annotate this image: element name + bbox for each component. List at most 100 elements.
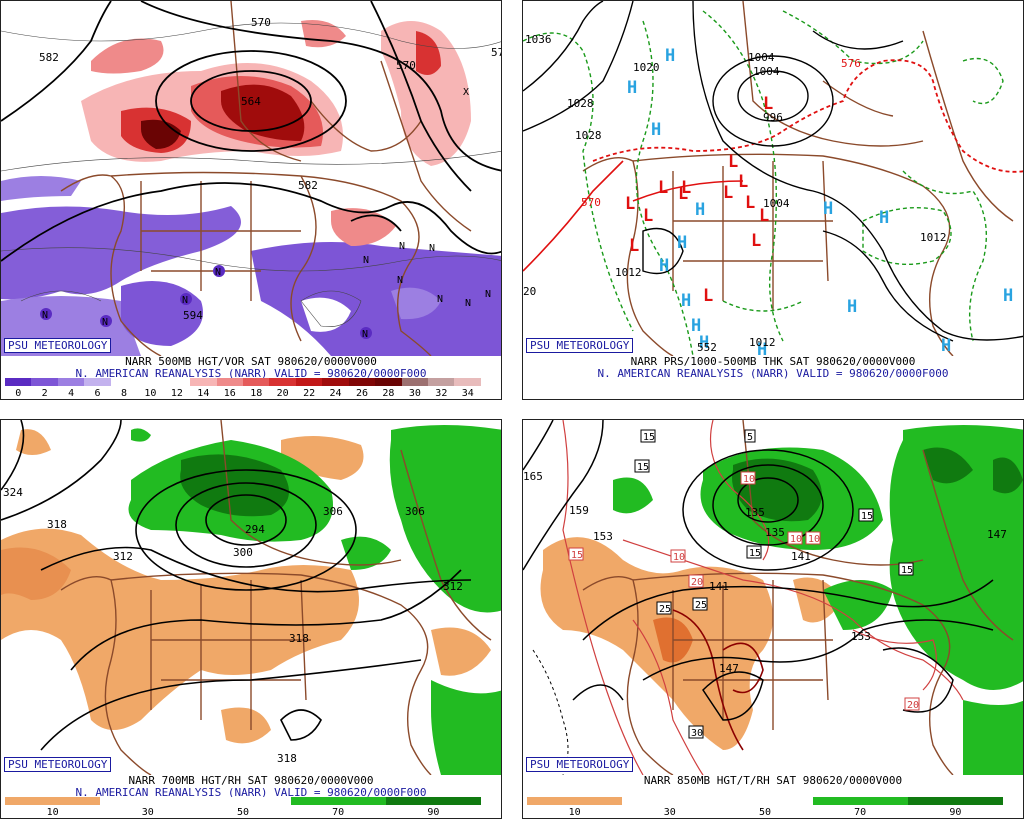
map-subtitle: N. AMERICAN REANALYSIS (NARR) VALID = 98… bbox=[597, 367, 949, 380]
map-title: NARR 700MB HGT/RH SAT 980620/0000V000 bbox=[128, 774, 374, 787]
contour-label: 582 bbox=[39, 51, 59, 64]
panel-850mb-temp-rh: 15 15 5 10 10 10 10 15 15 15 2 bbox=[522, 419, 1024, 819]
svg-text:L: L bbox=[751, 231, 761, 251]
svg-text:N: N bbox=[363, 255, 369, 266]
svg-text:H: H bbox=[699, 333, 709, 353]
isobar-label: 996 bbox=[763, 111, 783, 124]
svg-text:H: H bbox=[823, 199, 833, 219]
contour-label: 582 bbox=[298, 179, 318, 192]
psu-meteorology-label: PSU METEOROLOGY bbox=[4, 757, 112, 772]
thickness-label: 552 bbox=[697, 341, 717, 354]
contour-label: 135 bbox=[765, 526, 785, 539]
colorbar-tick-label: 90 bbox=[427, 807, 440, 818]
isobar-label: 1004 bbox=[753, 65, 780, 78]
colorbar-segment bbox=[57, 378, 85, 386]
thickness-label: 570 bbox=[581, 196, 601, 209]
colorbar-tick-label: 50 bbox=[758, 807, 772, 818]
svg-text:L: L bbox=[681, 178, 691, 198]
map-pressure-thickness: HHH HHH HHH HH H HHH LLL L LL LL L LLL LL 1… bbox=[523, 1, 1023, 356]
svg-text:H: H bbox=[691, 316, 701, 336]
svg-text:N: N bbox=[182, 295, 188, 306]
rh-colorbar-ticks: 10 30 50 70 90 bbox=[527, 807, 1003, 818]
svg-text:H: H bbox=[677, 233, 687, 253]
colorbar-segment bbox=[163, 378, 191, 386]
contour-label: 306 bbox=[323, 505, 343, 518]
svg-text:H: H bbox=[659, 256, 669, 276]
svg-text:H: H bbox=[665, 46, 675, 66]
colorbar-tick-label: 30 bbox=[663, 807, 676, 818]
colorbar-segment bbox=[907, 797, 1003, 805]
svg-text:L: L bbox=[738, 172, 748, 192]
svg-text:L: L bbox=[629, 236, 639, 256]
svg-text:L: L bbox=[643, 206, 653, 226]
colorbar-segment bbox=[110, 378, 138, 386]
colorbar-tick-label: 6 bbox=[94, 388, 101, 399]
map-subtitle: N. AMERICAN REANALYSIS (NARR) VALID = 98… bbox=[75, 367, 427, 380]
colorbar-tick-label: 2 bbox=[41, 388, 48, 399]
temp-label: 5 bbox=[747, 432, 753, 443]
contour-label: 324 bbox=[3, 486, 23, 499]
temp-label: 10 bbox=[790, 534, 802, 545]
isobar-label: 1004 bbox=[748, 51, 775, 64]
colorbar-segment bbox=[84, 378, 111, 386]
colorbar-segment bbox=[527, 797, 623, 805]
svg-text:N: N bbox=[102, 317, 108, 328]
temp-label: 25 bbox=[695, 600, 707, 611]
contour-label: 312 bbox=[443, 580, 463, 593]
map-title: NARR 500MB HGT/VOR SAT 980620/0000V000 bbox=[125, 355, 377, 368]
colorbar-tick-label: 90 bbox=[949, 807, 962, 818]
psu-meteorology-label: PSU METEOROLOGY bbox=[4, 338, 112, 353]
contour-label: 564 bbox=[241, 95, 261, 108]
temp-label: 10 bbox=[673, 552, 685, 563]
contour-label: 141 bbox=[709, 580, 729, 593]
contour-label: 294 bbox=[245, 523, 265, 536]
svg-text:L: L bbox=[658, 178, 668, 198]
colorbar-segment bbox=[269, 378, 296, 386]
colorbar-tick-label: 8 bbox=[120, 388, 128, 399]
contour-label: 141 bbox=[791, 550, 811, 563]
contour-label: 318 bbox=[47, 518, 67, 531]
contour-label: 135 bbox=[745, 506, 765, 519]
isobar-label: 1004 bbox=[763, 197, 790, 210]
temp-label: 30 bbox=[691, 728, 703, 739]
svg-text:N: N bbox=[397, 275, 403, 286]
rh-colorbar-ticks: 10 30 50 70 90 bbox=[5, 807, 481, 818]
colorbar-segment bbox=[195, 797, 291, 805]
colorbar-segment bbox=[428, 378, 455, 386]
contour-label: 153 bbox=[593, 530, 613, 543]
map-title: NARR 850MB HGT/T/RH SAT 980620/0000V000 bbox=[643, 774, 903, 787]
map-title: NARR PRS/1000-500MB THK SAT 980620/0000V… bbox=[630, 355, 916, 368]
svg-text:N: N bbox=[399, 241, 405, 252]
colorbar-segment bbox=[375, 378, 402, 386]
rh-colorbar bbox=[527, 797, 1003, 805]
colorbar-segment bbox=[348, 378, 376, 386]
colorbar-tick-label: 12 bbox=[170, 388, 183, 399]
map-700mb: 324 318 312 306 300 294 306 312 318 318 bbox=[1, 420, 501, 775]
contour-label: 576 bbox=[491, 46, 502, 59]
svg-text:X: X bbox=[463, 87, 469, 98]
svg-text:N: N bbox=[465, 298, 471, 309]
psu-meteorology-label: PSU METEOROLOGY bbox=[526, 338, 634, 353]
contour-label: 306 bbox=[405, 505, 425, 518]
contour-label: 147 bbox=[987, 528, 1007, 541]
svg-text:L: L bbox=[723, 183, 733, 203]
temp-label: 15 bbox=[901, 565, 913, 576]
colorbar-tick-label: 22 bbox=[303, 388, 316, 399]
colorbar-segment bbox=[295, 378, 323, 386]
colorbar-tick-label: 10 bbox=[144, 388, 157, 399]
contour-label: 312 bbox=[113, 550, 133, 563]
svg-text:L: L bbox=[678, 184, 688, 204]
map-850mb: 15 15 5 10 10 10 10 15 15 15 2 bbox=[523, 420, 1023, 775]
svg-text:N: N bbox=[437, 294, 443, 305]
map-500mb: N N N N N N N N N N N N X 582 570 582 594 5… bbox=[1, 1, 502, 356]
colorbar-tick-label: 0 bbox=[15, 388, 22, 399]
colorbar-tick-label: 32 bbox=[435, 388, 448, 399]
temp-label: 20 bbox=[907, 700, 919, 711]
colorbar-tick-label: 18 bbox=[250, 388, 263, 399]
colorbar-segment bbox=[190, 378, 217, 386]
colorbar-segment bbox=[717, 797, 813, 805]
svg-text:L: L bbox=[703, 286, 713, 306]
svg-text:N: N bbox=[429, 243, 435, 254]
vorticity-colorbar-ticks: 0 2 4 6 8 10 12 14 16 18 20 22 24 26 28 30 32 34 bbox=[5, 388, 481, 399]
